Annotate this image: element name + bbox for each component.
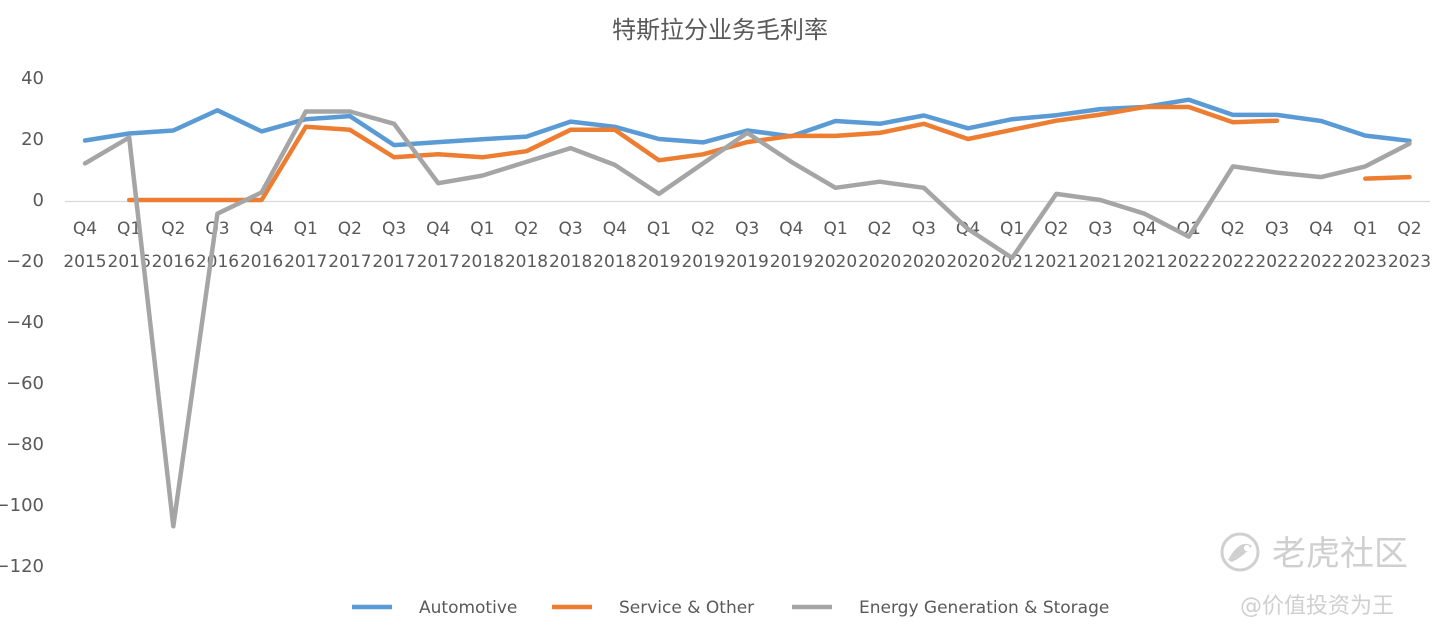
x-tick-year: 2022 xyxy=(1300,252,1343,272)
x-axis: Q4 2015 Q1 2016 Q2 2016 Q3 2016 Q4 2016 Q1 2017 Q2 20… xyxy=(63,219,1431,272)
x-tick-quarter: Q2 xyxy=(1221,219,1245,239)
x-tick-year: 2017 xyxy=(372,252,415,272)
x-tick-year: 2017 xyxy=(417,252,460,272)
x-tick-year: 2016 xyxy=(196,252,239,272)
y-tick-label: 0 xyxy=(33,190,44,211)
x-tick-year: 2022 xyxy=(1211,252,1254,272)
legend-label: Energy Generation & Storage xyxy=(859,598,1109,618)
x-tick-quarter: Q2 xyxy=(161,219,185,239)
y-tick-label: −120 xyxy=(0,556,44,577)
x-tick-quarter: Q3 xyxy=(735,219,759,239)
y-tick-label: −20 xyxy=(6,251,44,272)
watermark-handle: @价值投资为王 xyxy=(1240,594,1394,619)
x-tick-quarter: Q4 xyxy=(1309,219,1333,239)
x-tick-quarter: Q1 xyxy=(117,219,141,239)
x-tick-year: 2016 xyxy=(240,252,283,272)
y-tick-label: 40 xyxy=(21,68,44,89)
x-tick-quarter: Q1 xyxy=(470,219,494,239)
x-tick-quarter: Q2 xyxy=(868,219,892,239)
x-tick-quarter: Q4 xyxy=(73,219,97,239)
legend-label: Automotive xyxy=(419,598,517,618)
x-tick-quarter: Q1 xyxy=(1000,219,1024,239)
x-tick-quarter: Q4 xyxy=(779,219,803,239)
chart-title: 特斯拉分业务毛利率 xyxy=(612,16,828,44)
x-tick-year: 2016 xyxy=(108,252,151,272)
series-line-1-1 xyxy=(1363,174,1412,181)
x-tick-quarter: Q3 xyxy=(559,219,583,239)
x-tick-year: 2017 xyxy=(328,252,371,272)
x-tick-year: 2021 xyxy=(1123,252,1166,272)
series-line-0-0 xyxy=(82,97,1412,148)
x-tick-year: 2020 xyxy=(946,252,989,272)
watermark-brand: 老虎社区 xyxy=(1272,534,1408,574)
x-tick-year: 2018 xyxy=(549,252,592,272)
x-tick-year: 2021 xyxy=(1079,252,1122,272)
x-tick-quarter: Q3 xyxy=(1088,219,1112,239)
x-tick-year: 2018 xyxy=(593,252,636,272)
x-tick-year: 2022 xyxy=(1167,252,1210,272)
x-tick-year: 2019 xyxy=(637,252,680,272)
x-tick-quarter: Q1 xyxy=(294,219,318,239)
x-tick-quarter: Q2 xyxy=(691,219,715,239)
x-tick-year: 2015 xyxy=(63,252,106,272)
x-tick-year: 2020 xyxy=(858,252,901,272)
series-1 xyxy=(126,104,1412,203)
x-tick-quarter: Q3 xyxy=(382,219,406,239)
y-tick-label: −100 xyxy=(0,495,44,516)
x-tick-year: 2021 xyxy=(991,252,1034,272)
series-line-1-0 xyxy=(126,104,1280,203)
x-tick-year: 2019 xyxy=(681,252,724,272)
series-layer xyxy=(82,97,1412,529)
x-tick-year: 2023 xyxy=(1388,252,1431,272)
x-tick-year: 2020 xyxy=(814,252,857,272)
x-tick-quarter: Q4 xyxy=(603,219,627,239)
series-0 xyxy=(82,97,1412,148)
x-tick-quarter: Q1 xyxy=(647,219,671,239)
x-tick-year: 2021 xyxy=(1035,252,1078,272)
y-tick-label: −60 xyxy=(6,373,44,394)
legend: Automotive Service & Other Energy Generati… xyxy=(352,598,1109,618)
legend-label: Service & Other xyxy=(619,598,754,618)
x-tick-year: 2022 xyxy=(1255,252,1298,272)
x-tick-quarter: Q4 xyxy=(1132,219,1156,239)
x-tick-year: 2020 xyxy=(902,252,945,272)
x-tick-quarter: Q4 xyxy=(249,219,273,239)
y-tick-label: −40 xyxy=(6,312,44,333)
x-tick-quarter: Q2 xyxy=(514,219,538,239)
y-axis: 40 20 0 −20 −40 −60 −80 −100 −120 xyxy=(0,68,44,577)
tiger-logo-icon xyxy=(1220,532,1260,572)
x-tick-year: 2023 xyxy=(1344,252,1387,272)
x-tick-quarter: Q2 xyxy=(338,219,362,239)
x-tick-quarter: Q2 xyxy=(1044,219,1068,239)
y-tick-label: −80 xyxy=(6,434,44,455)
watermark: 老虎社区 @价值投资为王 xyxy=(1220,532,1408,619)
x-tick-quarter: Q2 xyxy=(1397,219,1421,239)
x-tick-quarter: Q3 xyxy=(912,219,936,239)
x-tick-quarter: Q4 xyxy=(426,219,450,239)
series-line-2-0 xyxy=(82,109,1412,529)
x-tick-quarter: Q3 xyxy=(1265,219,1289,239)
x-tick-quarter: Q1 xyxy=(1353,219,1377,239)
x-tick-year: 2017 xyxy=(284,252,327,272)
y-tick-label: 20 xyxy=(21,129,44,150)
x-tick-year: 2018 xyxy=(505,252,548,272)
x-tick-year: 2016 xyxy=(152,252,195,272)
series-2 xyxy=(82,109,1412,529)
x-tick-year: 2019 xyxy=(770,252,813,272)
x-tick-year: 2019 xyxy=(726,252,769,272)
x-tick-year: 2018 xyxy=(461,252,504,272)
x-tick-quarter: Q1 xyxy=(823,219,847,239)
